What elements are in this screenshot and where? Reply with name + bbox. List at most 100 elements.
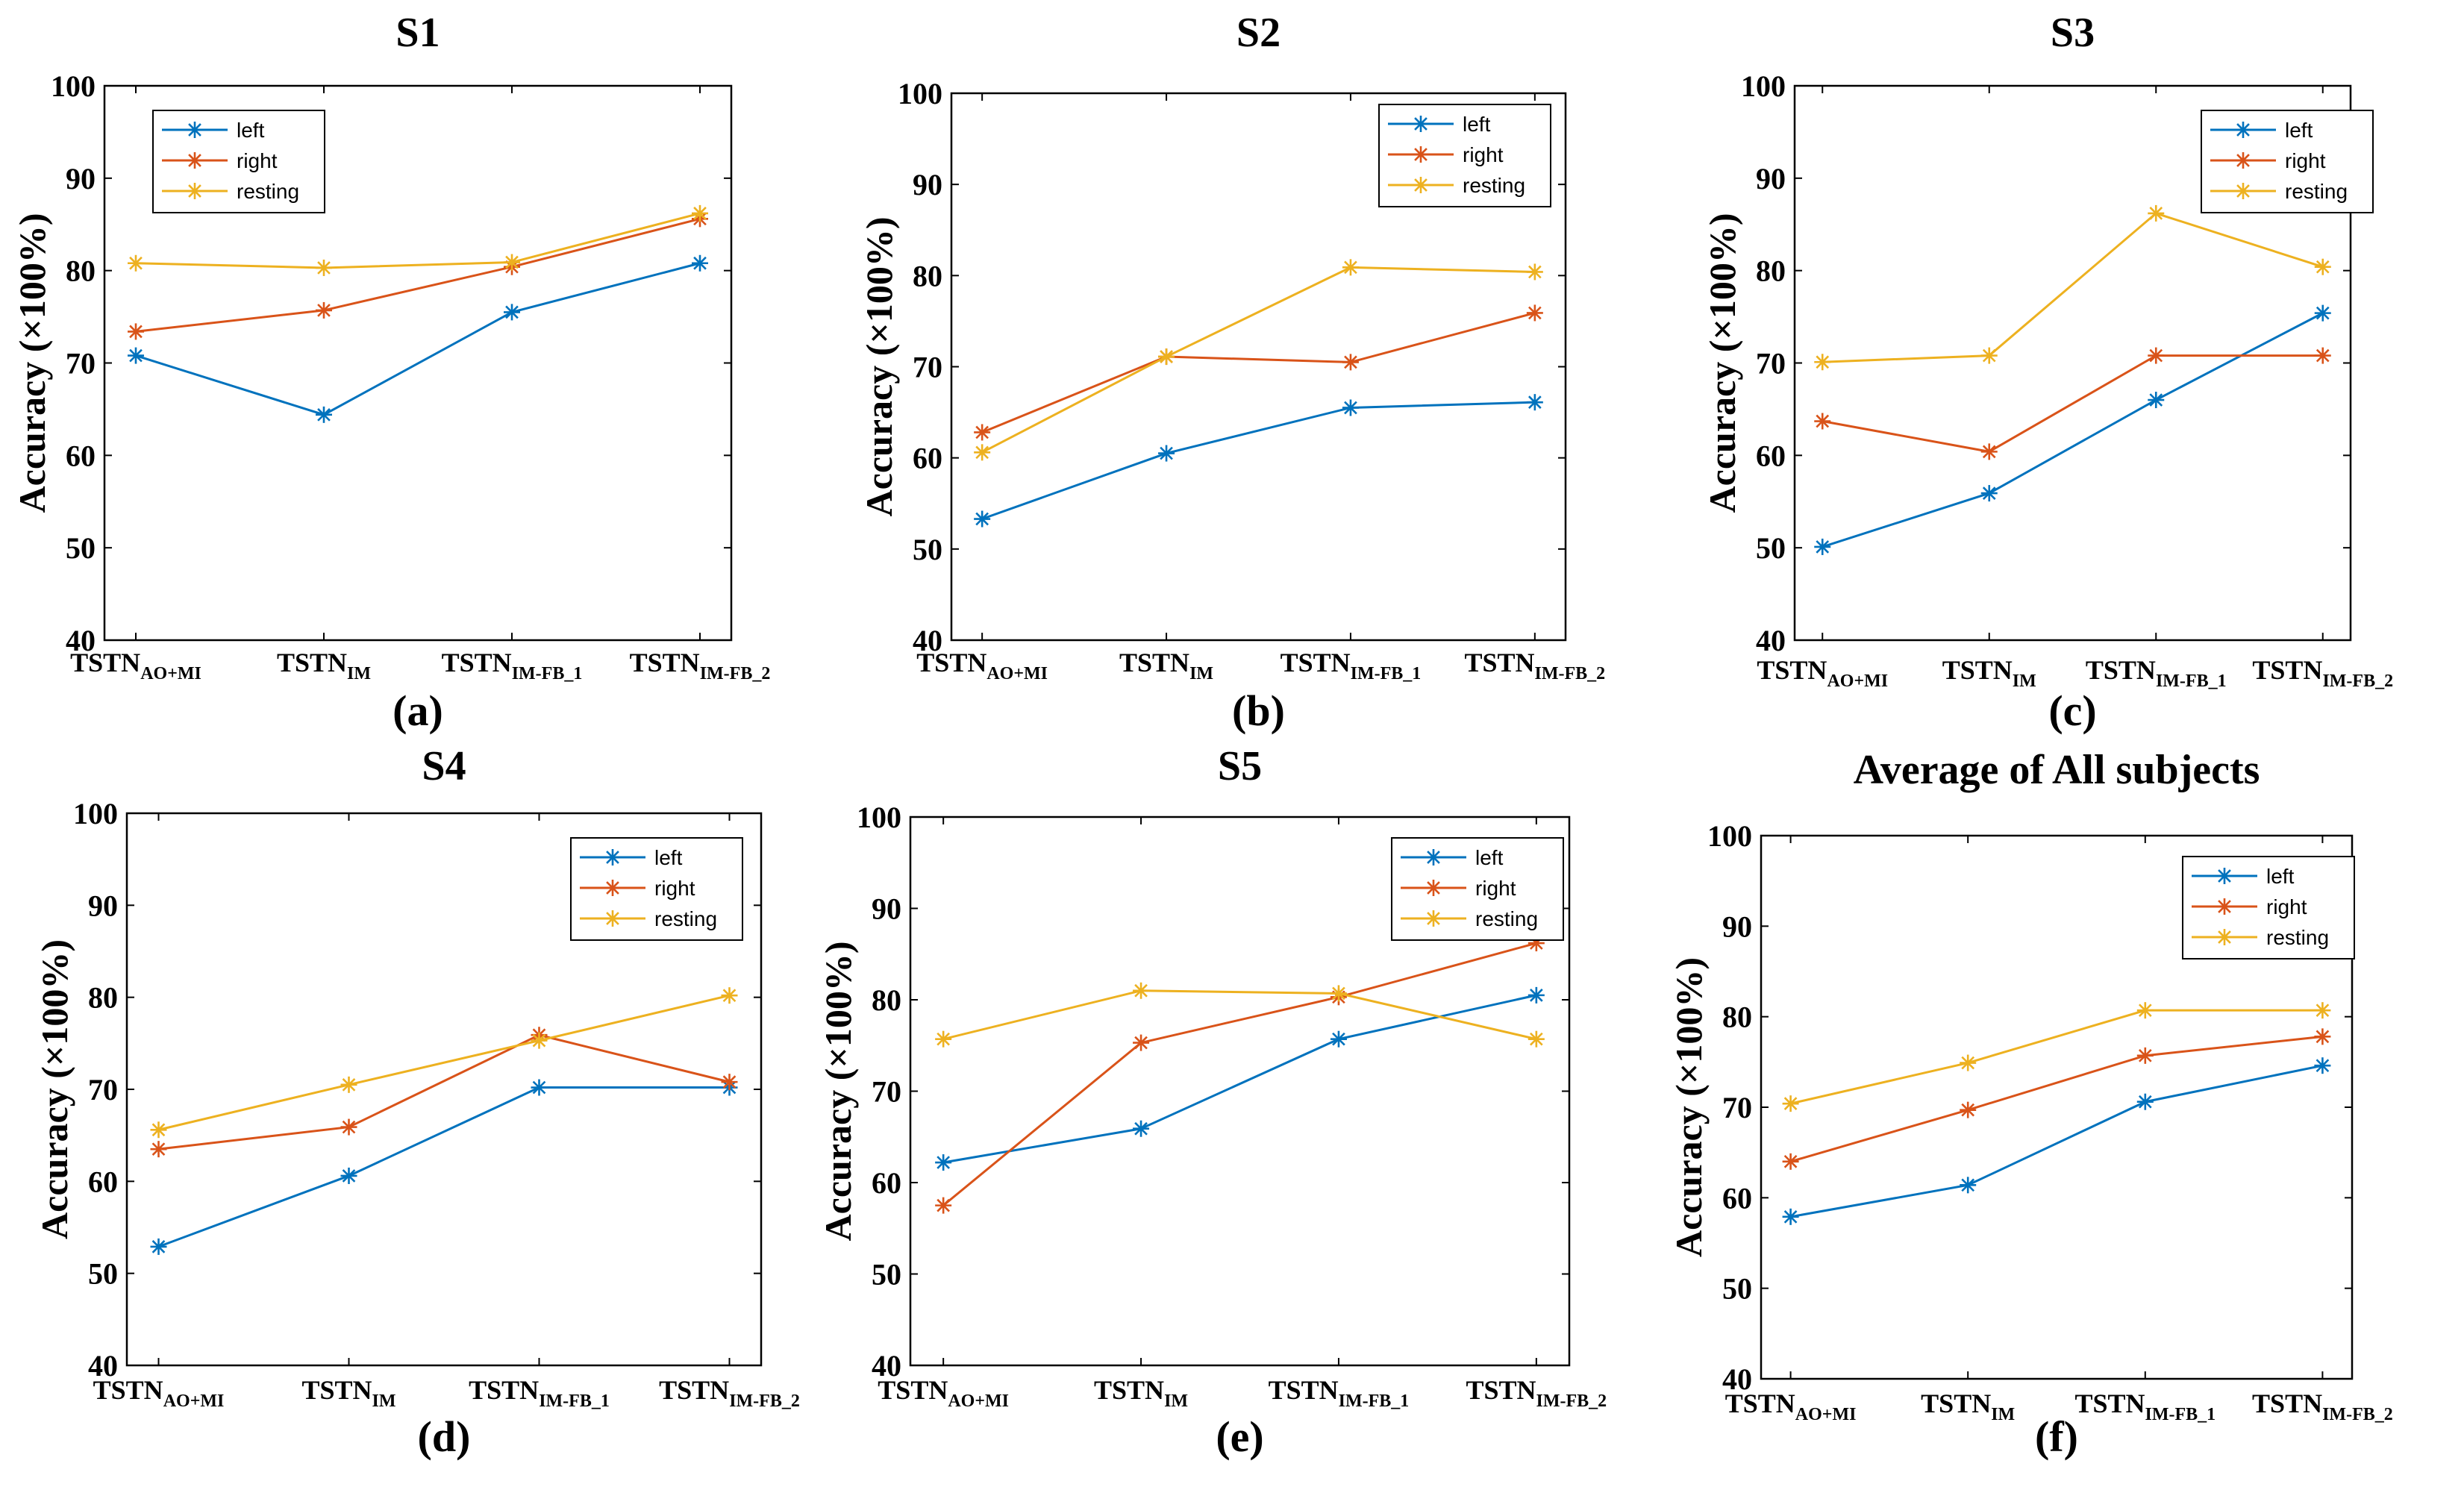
panel-f-legend-marker-right <box>2216 898 2233 915</box>
panel-b-series-right-point-3 <box>1342 354 1359 371</box>
panel-a-series-resting-line <box>135 212 701 269</box>
panel-e-ytick-label: 100 <box>857 801 901 834</box>
panel-f-ylabel: Accuracy (×100%) <box>1668 957 1710 1257</box>
panel-f-series-left-line <box>1790 1064 2323 1218</box>
panel-e-xtick-label: TSTNIM-FB_1 <box>1269 1375 1410 1411</box>
panel-f-ytick-label: 80 <box>1722 1001 1752 1034</box>
panel-b-ytick-label: 90 <box>913 168 942 201</box>
panel-b-ytick-label: 60 <box>913 442 942 475</box>
panel-b-legend-label-right: right <box>1463 143 1504 166</box>
panel-f-series-resting-point-4 <box>2314 1002 2331 1019</box>
panel-a-title: S1 <box>395 10 440 56</box>
panel-d-ytick-label: 80 <box>88 981 118 1015</box>
panel-d-ytick-label: 70 <box>88 1073 118 1106</box>
panel-d-ylabel: Accuracy (×100%) <box>34 939 75 1239</box>
panel-d-series-left-line <box>157 1086 730 1248</box>
panel-e-xtick-label: TSTNIM-FB_2 <box>1466 1375 1607 1411</box>
panel-a-ytick-label: 90 <box>66 162 96 195</box>
panel-c-xtick-label: TSTNIM-FB_2 <box>2252 655 2393 691</box>
panel-f-ytick-label: 60 <box>1722 1181 1752 1215</box>
panel-c-xtick-label: TSTNAO+MI <box>1757 655 1888 691</box>
panel-f-series-right-line <box>1790 1035 2323 1163</box>
panel-e-ylabel: Accuracy (×100%) <box>817 942 859 1242</box>
panel-b-series-right-point-4 <box>1526 304 1543 322</box>
panel-b-ytick-label: 50 <box>913 533 942 566</box>
panel-a-label: (a) <box>393 686 443 735</box>
panel-f-series-right-point-1 <box>1782 1153 1799 1170</box>
panel-b-series-left-line <box>981 401 1535 520</box>
panel-f-series-right-point-4 <box>2314 1028 2331 1045</box>
panel-f-series-right-point-2 <box>1960 1101 1977 1118</box>
panel-e-series-resting-point-2 <box>1133 982 1150 999</box>
panel-a-legend-label-left: left <box>237 119 265 142</box>
panel-c-legend-marker-resting <box>2235 183 2251 199</box>
panel-c-ytick-label: 90 <box>1756 162 1786 195</box>
panel-b-xtick-label: TSTNIM-FB_1 <box>1281 648 1422 683</box>
panel-a-legend-marker-left <box>187 122 203 138</box>
panel-c-series-left-point-1 <box>1814 538 1831 555</box>
panel-a-legend-label-right: right <box>237 149 278 172</box>
panel-a-ytick-label: 70 <box>66 347 96 381</box>
panel-e-ytick-label: 60 <box>872 1166 901 1200</box>
panel-e: S5 40 50 60 70 80 90 100 TSTNAO+MI TSTNIM TSTNIM-F… <box>817 743 1607 1461</box>
panel-b-label: (b) <box>1232 686 1285 735</box>
panel-a-ytick-label: 60 <box>66 439 96 472</box>
panel-d-series-left-point-2 <box>340 1167 357 1184</box>
panel-f-legend: left right resting <box>2182 856 2355 959</box>
panel-d-legend-label-right: right <box>654 877 695 900</box>
panel-c-ytick-label: 80 <box>1756 254 1786 288</box>
panel-b-series-resting-point-2 <box>1158 348 1175 366</box>
panel-c-xtick-label: TSTNIM-FB_1 <box>2086 655 2227 691</box>
panel-b-title: S2 <box>1236 10 1281 56</box>
panel-a-legend: left right resting <box>152 110 325 213</box>
panel-f-legend-label-resting: resting <box>2266 926 2329 949</box>
panel-f-legend-label-left: left <box>2266 865 2295 888</box>
panel-b-legend-label-left: left <box>1463 113 1491 136</box>
panel-f-series-right-point-3 <box>2136 1047 2154 1064</box>
panel-d-legend: left right resting <box>570 837 743 941</box>
panel-d-series-right-line <box>158 1033 730 1151</box>
panel-a: S1 40 50 60 70 80 90 100 TSTNAO+MI TSTNIM TSTNIM-F… <box>11 10 770 735</box>
panel-e-legend-marker-left <box>1425 849 1442 865</box>
panel-e-ytick-label: 70 <box>872 1075 901 1109</box>
panel-e-series-left-point-3 <box>1330 1030 1347 1048</box>
panel-a-series-left-point-2 <box>316 406 332 423</box>
panel-c-series-right-point-2 <box>1980 443 1998 460</box>
panel-c-ytick-label: 70 <box>1756 347 1786 381</box>
panel-a-series-left-line <box>135 262 701 416</box>
panel-b-legend-label-resting: resting <box>1463 174 1525 197</box>
panel-b-xtick-label: TSTNIM <box>1119 648 1213 683</box>
panel-f-ytick-label: 50 <box>1722 1272 1752 1306</box>
panel-c-series-resting-point-2 <box>1980 347 1998 364</box>
panel-a-legend-label-resting: resting <box>237 180 299 203</box>
panel-d-series-right-point-1 <box>150 1141 167 1158</box>
panel-a-ytick-label: 100 <box>51 69 96 103</box>
panel-d-ytick-label: 40 <box>88 1349 118 1383</box>
panel-c: S3 40 50 60 70 80 90 100 TSTNAO+MI TSTNIM TSTNIM-F… <box>1701 10 2393 735</box>
panel-c-series-resting-point-3 <box>2148 204 2165 222</box>
panel-e-series-right-line <box>942 942 1537 1206</box>
panel-e-series-left-point-1 <box>935 1154 952 1171</box>
panel-e-series-resting-line <box>942 989 1537 1041</box>
panel-c-legend-label-right: right <box>2285 149 2326 172</box>
panel-b-series-right-line <box>981 311 1536 433</box>
panel-c-label: (c) <box>2048 686 2096 735</box>
panel-d-series-resting-line <box>158 994 730 1131</box>
panel-d-ytick-label: 100 <box>73 797 118 830</box>
panel-c-series-right-point-3 <box>2148 347 2165 364</box>
panel-c-ytick-label: 60 <box>1756 439 1786 472</box>
panel-a-series-left-point-4 <box>692 254 708 272</box>
panel-a-series-resting-point-2 <box>316 259 332 276</box>
panel-d-xtick-label: TSTNIM-FB_2 <box>659 1375 800 1411</box>
panel-d-series-resting-point-1 <box>150 1121 167 1139</box>
panel-d-ytick-label: 90 <box>88 889 118 922</box>
panel-a-xtick-label: TSTNIM-FB_1 <box>442 648 583 683</box>
panel-d-ytick-label: 50 <box>88 1257 118 1291</box>
panel-d-legend-label-left: left <box>654 846 683 869</box>
panel-d-title: S4 <box>422 743 466 789</box>
panel-b-legend-marker-resting <box>1413 177 1429 193</box>
panel-c-series-right-point-1 <box>1814 413 1831 430</box>
panel-b-xtick-label: TSTNIM-FB_2 <box>1464 648 1605 683</box>
panel-b: S2 40 50 60 70 80 90 100 TSTNAO+MI TSTNIM TSTNIM-F… <box>858 10 1605 735</box>
